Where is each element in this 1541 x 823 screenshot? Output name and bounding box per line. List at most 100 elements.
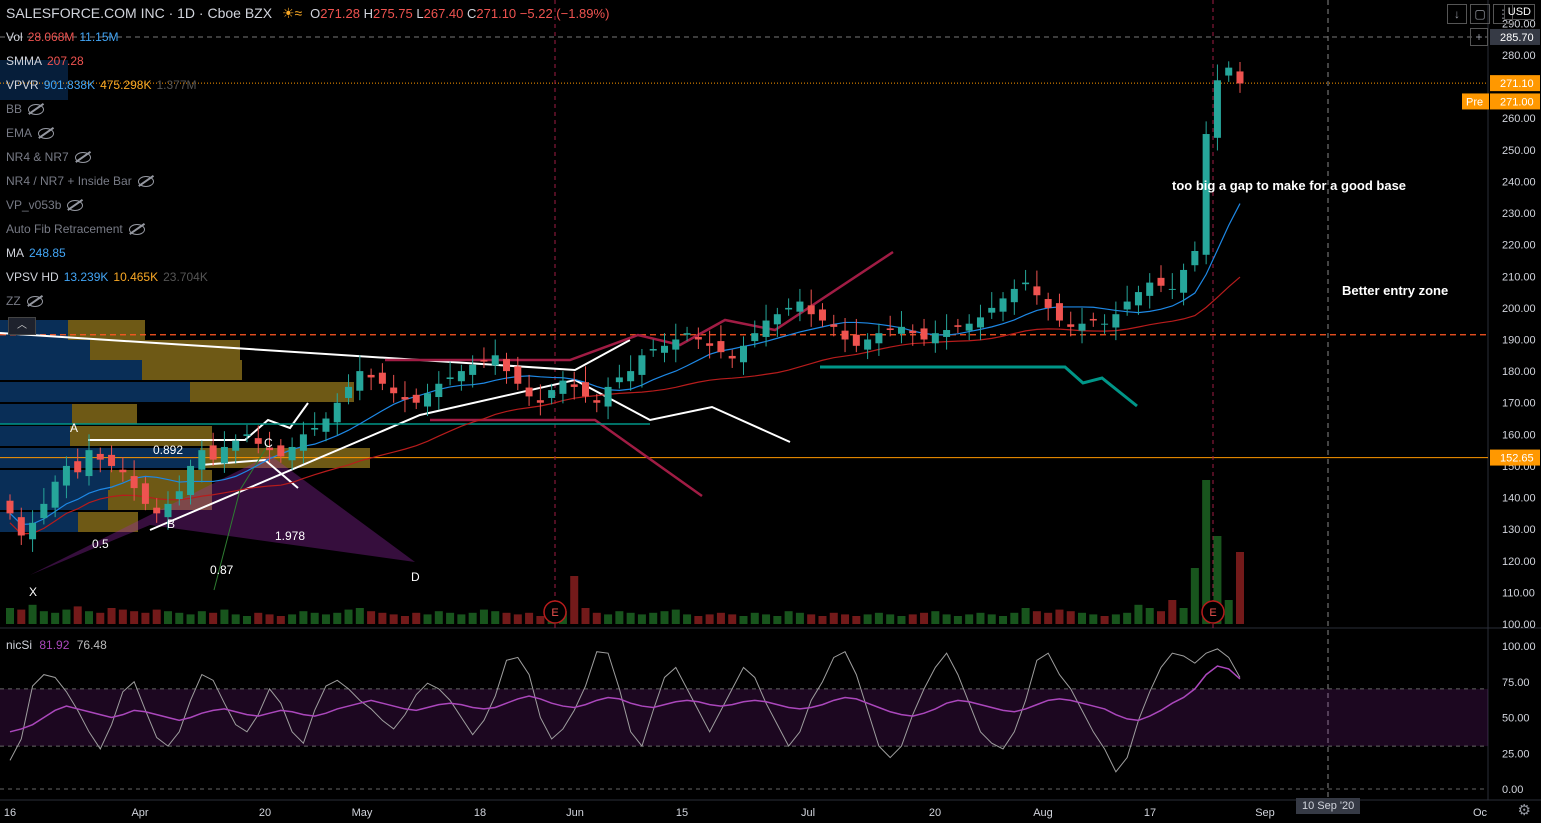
candle-body — [1067, 324, 1075, 327]
candle-body — [322, 418, 330, 432]
indicator-zz[interactable]: ZZ — [6, 294, 43, 308]
volume-bar — [39, 611, 48, 624]
pattern-drawings — [0, 203, 1241, 591]
price-tick-label: 250.00 — [1502, 145, 1536, 157]
volume-bar — [446, 612, 455, 624]
candle-body — [141, 483, 149, 504]
volume-bar — [1066, 611, 1075, 624]
candle-body — [401, 397, 409, 400]
smma-line — [9, 276, 1241, 535]
volume-bar — [863, 614, 872, 624]
candle-body — [469, 364, 477, 375]
indicator-ema[interactable]: EMA — [6, 126, 55, 140]
arrow-down-icon[interactable]: ↓ — [1447, 4, 1467, 24]
settings-gear-icon[interactable]: ⚙ — [1517, 802, 1531, 819]
volume-bar — [209, 612, 218, 624]
indicator-nr4-nr7[interactable]: NR4 & NR7 — [6, 150, 91, 164]
maximize-icon[interactable]: ▢ — [1470, 4, 1490, 24]
more-icon[interactable]: ⋮ — [1493, 4, 1513, 24]
volume-bar — [152, 609, 161, 624]
volume-bar — [412, 612, 421, 624]
candle-body — [536, 400, 544, 403]
indicator-nr4-nr7-inside-bar[interactable]: NR4 / NR7 + Inside Bar — [6, 174, 154, 188]
indicator-ma[interactable]: MA 248.85 — [6, 246, 66, 260]
candle-body — [198, 450, 206, 470]
ratio-label: 0.5 — [92, 537, 109, 551]
crosshair-date-label: 10 Sep '20 — [1296, 798, 1361, 814]
axes: 100.00110.00120.00130.00140.00150.00160.… — [4, 18, 1540, 819]
candle-body — [1123, 301, 1131, 310]
candle-body — [649, 348, 657, 351]
volume-bar — [333, 612, 342, 624]
volume-bar — [1179, 608, 1188, 624]
indicator-vol[interactable]: Vol 28.068M 11.15M — [6, 30, 119, 44]
price-tick-label: 130.00 — [1502, 524, 1536, 536]
candle-body — [886, 328, 894, 331]
time-tick-label: Jul — [801, 807, 815, 819]
volume-bar — [1111, 614, 1120, 624]
currency-button[interactable]: USD — [1503, 4, 1535, 20]
volume-bar — [242, 616, 251, 624]
indicator-vp-v053b[interactable]: VP_v053b — [6, 198, 84, 212]
indicator-smma[interactable]: SMMA 207.28 — [6, 54, 84, 68]
indicator-vpsv-hd[interactable]: VPSV HD 13.239K 10.465K 23.704K — [6, 270, 208, 284]
indicator-bb[interactable]: BB — [6, 102, 45, 116]
candle-body — [96, 453, 104, 460]
volume-bar — [1134, 604, 1143, 624]
add-plus-icon[interactable]: + — [1470, 28, 1488, 46]
ma-line — [9, 203, 1241, 526]
price-label-text: 271.00 — [1500, 96, 1534, 108]
candle-body — [615, 377, 623, 383]
volume-bar — [423, 614, 432, 624]
price-tick-label: 100.00 — [1502, 619, 1536, 631]
time-tick-label: May — [352, 807, 373, 819]
volume-bar — [389, 614, 398, 624]
collapse-legend-button[interactable]: ︿ — [8, 317, 36, 335]
candle-body — [739, 345, 747, 363]
candle-body — [424, 393, 432, 407]
rsi-tick-label: 50.00 — [1502, 713, 1530, 725]
volume-bar — [1055, 609, 1064, 624]
rsi-fast-line — [9, 648, 1241, 773]
candle-body — [412, 394, 420, 403]
rsi-legend: nicSi 81.92 76.48 — [6, 638, 107, 652]
candle-body — [638, 355, 646, 375]
candle-body — [1146, 282, 1154, 296]
volume-bar — [84, 611, 93, 624]
volume-bar — [1236, 552, 1244, 624]
candle-body — [1010, 288, 1018, 303]
vpvr-bar — [90, 340, 240, 360]
candle-body — [694, 336, 702, 340]
price-label-box — [1490, 28, 1540, 45]
symbol-title: SALESFORCE.COM INC · 1D · Cboe BZX — [6, 5, 273, 21]
vpvr-bar — [0, 404, 72, 424]
pre-tag-text: Pre — [1466, 96, 1483, 108]
pattern-point-a: A — [70, 421, 79, 435]
indicator-auto-fib-retracement[interactable]: Auto Fib Retracement — [6, 222, 145, 236]
channel-line — [0, 332, 631, 372]
candle-body — [17, 517, 25, 536]
time-tick-label: 16 — [4, 807, 16, 819]
volume-bar — [592, 612, 601, 624]
vpvr-bar — [0, 340, 90, 360]
candle-body — [356, 371, 364, 391]
volume-bar — [976, 612, 985, 624]
candle-body — [807, 305, 815, 315]
pattern-point-d: D — [411, 570, 420, 584]
time-tick-label: Sep — [1255, 807, 1275, 819]
candle-body — [6, 500, 14, 514]
volume-bar — [886, 614, 895, 624]
candle-body — [1033, 286, 1041, 296]
volume-bar — [197, 611, 206, 624]
candle-body — [108, 454, 116, 466]
candle-body — [1112, 314, 1120, 328]
volume-bar — [1190, 568, 1199, 624]
earnings-marker — [1201, 600, 1225, 624]
vpvr-bar — [70, 426, 212, 446]
price-label-text: 285.70 — [1500, 32, 1534, 44]
time-tick-label: 15 — [676, 807, 688, 819]
indicator-vpvr[interactable]: VPVR 901.838K 475.298K 1.377M — [6, 78, 197, 92]
candle-body — [706, 343, 714, 346]
price-tick-label: 160.00 — [1502, 429, 1536, 441]
